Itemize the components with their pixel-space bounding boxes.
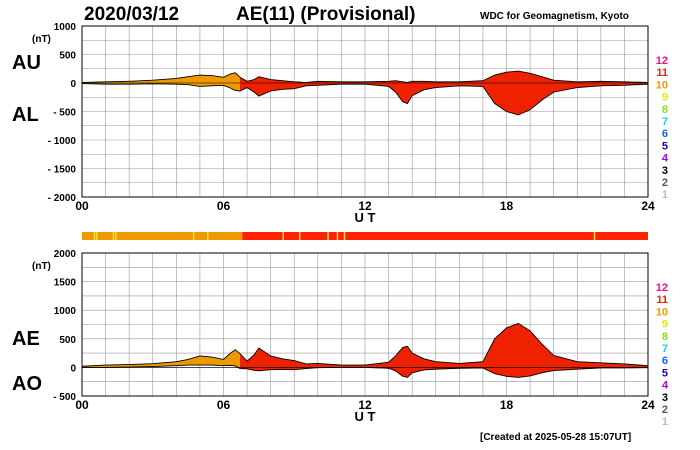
- x-tick-label: 18: [500, 199, 514, 213]
- x-axis-label: U T: [355, 409, 376, 424]
- y-tick-label: 500: [59, 51, 76, 62]
- y-axis-unit: (nT): [32, 261, 51, 272]
- plot-frame: [81, 25, 649, 198]
- status-bar-highlight: [336, 232, 339, 240]
- series-line-upper: [81, 70, 649, 83]
- status-bar-segment: [82, 232, 243, 240]
- y-tick-label: - 1500: [48, 165, 77, 176]
- status-bar-highlight: [93, 232, 96, 240]
- color-scale-label: 7: [662, 116, 668, 128]
- color-scale-label: 2: [662, 404, 668, 416]
- y-tick-label: 1000: [54, 306, 77, 317]
- status-bar-segment: [242, 232, 648, 240]
- x-tick-label: 24: [641, 199, 655, 213]
- status-bar-highlight: [282, 232, 284, 240]
- color-scale-label: 5: [662, 367, 668, 379]
- color-scale-label: 7: [662, 343, 668, 355]
- organization-label: WDC for Geomagnetism, Kyoto: [480, 11, 629, 22]
- panel-label-al: AL: [12, 104, 39, 126]
- chart-date: 2020/03/12: [84, 4, 180, 25]
- x-tick-label: 00: [75, 398, 89, 412]
- color-scale-label: 9: [662, 92, 668, 104]
- series-line-upper: [81, 322, 649, 367]
- status-bar-highlight: [327, 232, 329, 240]
- status-bar-highlight: [298, 232, 301, 240]
- x-tick-label: 06: [217, 398, 231, 412]
- status-bar-highlight: [112, 232, 115, 240]
- color-scale-label: 6: [662, 355, 668, 367]
- color-scale-label: 11: [656, 294, 668, 306]
- area-fill-orange: [82, 349, 248, 369]
- x-tick-label: 00: [75, 199, 89, 213]
- status-bar-highlight: [593, 232, 596, 240]
- x-tick-label: 24: [641, 398, 655, 412]
- y-tick-label: 0: [70, 363, 76, 374]
- status-bar-highlight: [206, 232, 209, 240]
- color-scale-label: 12: [656, 282, 668, 294]
- color-scale-label: 6: [662, 128, 668, 140]
- y-tick-label: 1500: [54, 278, 77, 289]
- x-tick-label: 18: [500, 398, 514, 412]
- color-scale-label: 4: [662, 153, 669, 165]
- color-scale-label: 1: [662, 189, 668, 201]
- status-bar-highlight: [96, 232, 98, 240]
- y-tick-label: 2000: [54, 249, 77, 260]
- color-scale-label: 5: [662, 140, 668, 152]
- panel-label-au: AU: [12, 52, 41, 74]
- area-fill-orange: [82, 72, 248, 91]
- x-tick-label: 12: [358, 199, 372, 213]
- status-bar-highlight: [343, 232, 346, 240]
- y-tick-label: - 500: [53, 392, 76, 403]
- color-scale-label: 4: [662, 380, 669, 392]
- x-tick-label: 12: [358, 398, 372, 412]
- y-tick-label: - 2000: [48, 193, 77, 204]
- chart-title: AE(11) (Provisional): [236, 4, 416, 25]
- color-scale-label: 3: [662, 165, 668, 177]
- color-scale-label: 3: [662, 392, 668, 404]
- color-scale-label: 10: [656, 306, 668, 318]
- color-scale-label: 11: [656, 67, 668, 79]
- area-fill-red: [240, 323, 648, 378]
- x-tick-label: 06: [217, 199, 231, 213]
- x-axis-label: U T: [355, 210, 376, 225]
- area-fill-red: [240, 71, 648, 115]
- status-bar-highlight: [192, 232, 195, 240]
- plot-frame: [81, 252, 649, 397]
- panel-label-ao: AO: [12, 373, 42, 395]
- y-axis-unit: (nT): [32, 34, 51, 45]
- color-scale-label: 1: [662, 416, 668, 428]
- y-tick-label: - 1000: [48, 136, 77, 147]
- color-scale-label: 10: [656, 79, 668, 91]
- y-tick-label: 500: [59, 335, 76, 346]
- created-timestamp: [Created at 2025-05-28 15:07UT]: [480, 432, 632, 443]
- panel-label-ae: AE: [12, 328, 40, 350]
- color-scale-label: 9: [662, 319, 668, 331]
- y-tick-label: 0: [70, 79, 76, 90]
- status-bar-highlight: [115, 232, 117, 240]
- color-scale-label: 8: [662, 104, 668, 116]
- y-tick-label: - 500: [53, 108, 76, 119]
- y-tick-label: 1000: [54, 22, 77, 33]
- color-scale-label: 8: [662, 331, 668, 343]
- series-line-lower: [81, 83, 649, 116]
- color-scale-label: 2: [662, 177, 668, 189]
- color-scale-label: 12: [656, 55, 668, 67]
